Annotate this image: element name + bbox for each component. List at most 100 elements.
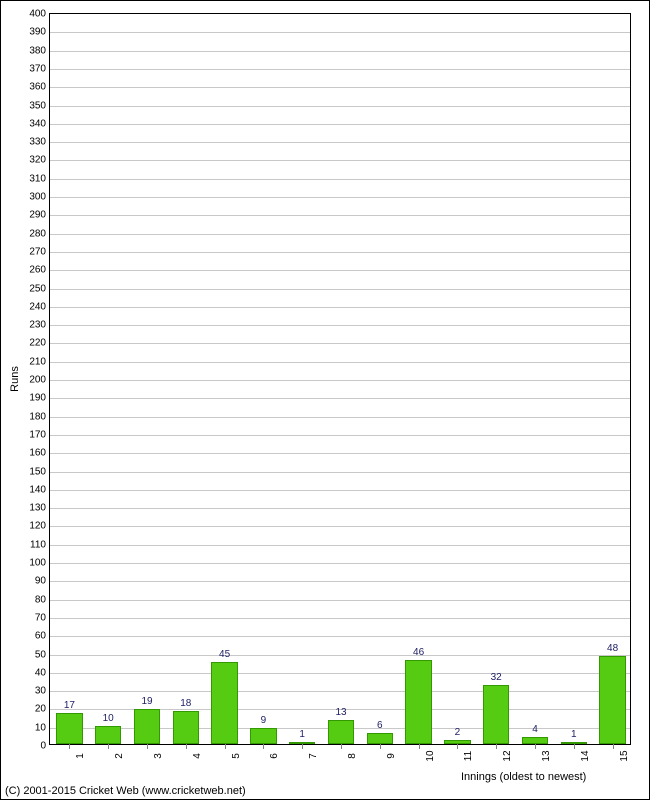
- y-tick-label: 200: [29, 375, 50, 386]
- bar: [444, 740, 470, 744]
- x-tick-mark: [613, 744, 614, 749]
- bar: [483, 685, 509, 744]
- gridline: [50, 270, 630, 271]
- x-tick-label: 15: [613, 750, 630, 761]
- y-tick-label: 220: [29, 338, 50, 349]
- bar: [289, 742, 315, 744]
- y-tick-label: 320: [29, 155, 50, 166]
- x-tick-label: 7: [302, 753, 319, 759]
- x-tick-label: 1: [69, 753, 86, 759]
- y-tick-label: 370: [29, 63, 50, 74]
- gridline: [50, 435, 630, 436]
- x-tick-label: 11: [457, 751, 474, 761]
- y-tick-label: 210: [29, 356, 50, 367]
- gridline: [50, 160, 630, 161]
- gridline: [50, 453, 630, 454]
- gridline: [50, 32, 630, 33]
- x-tick-label: 12: [496, 750, 513, 761]
- x-tick-label: 6: [263, 753, 280, 759]
- bar-value-label: 1: [571, 729, 577, 740]
- y-tick-label: 20: [35, 704, 50, 715]
- bar: [328, 720, 354, 744]
- y-tick-label: 280: [29, 228, 50, 239]
- x-tick-mark: [419, 744, 420, 749]
- gridline: [50, 490, 630, 491]
- bar: [367, 733, 393, 744]
- x-tick-label: 13: [535, 750, 552, 761]
- x-tick-label: 4: [186, 753, 203, 759]
- x-tick-label: 9: [380, 753, 397, 759]
- y-tick-label: 350: [29, 100, 50, 111]
- x-tick-label: 2: [108, 753, 125, 759]
- y-tick-label: 190: [29, 393, 50, 404]
- gridline: [50, 380, 630, 381]
- gridline: [50, 307, 630, 308]
- bar: [599, 656, 625, 744]
- y-tick-label: 120: [29, 521, 50, 532]
- y-tick-label: 60: [35, 631, 50, 642]
- bar-value-label: 46: [413, 647, 424, 658]
- gridline: [50, 673, 630, 674]
- x-axis-title: Innings (oldest to newest): [461, 771, 586, 783]
- y-tick-label: 270: [29, 246, 50, 257]
- gridline: [50, 106, 630, 107]
- x-tick-mark: [496, 744, 497, 749]
- plot-area: 0102030405060708090100110120130140150160…: [49, 13, 631, 745]
- y-tick-label: 160: [29, 448, 50, 459]
- bar-value-label: 9: [261, 715, 267, 726]
- x-tick-mark: [457, 744, 458, 749]
- bar: [211, 662, 237, 744]
- x-tick-mark: [263, 744, 264, 749]
- y-tick-label: 230: [29, 320, 50, 331]
- bar-value-label: 18: [180, 698, 191, 709]
- bar-value-label: 13: [335, 707, 346, 718]
- bar-value-label: 19: [141, 696, 152, 707]
- gridline: [50, 581, 630, 582]
- y-tick-label: 310: [29, 173, 50, 184]
- x-tick-mark: [341, 744, 342, 749]
- gridline: [50, 600, 630, 601]
- y-tick-label: 150: [29, 466, 50, 477]
- y-tick-label: 170: [29, 429, 50, 440]
- gridline: [50, 655, 630, 656]
- y-tick-label: 80: [35, 594, 50, 605]
- bar: [134, 709, 160, 744]
- gridline: [50, 343, 630, 344]
- y-tick-label: 360: [29, 82, 50, 93]
- x-tick-mark: [535, 744, 536, 749]
- gridline: [50, 508, 630, 509]
- x-tick-label: 5: [225, 753, 242, 759]
- gridline: [50, 398, 630, 399]
- y-tick-label: 110: [30, 539, 50, 550]
- x-tick-label: 3: [147, 753, 164, 759]
- gridline: [50, 142, 630, 143]
- gridline: [50, 51, 630, 52]
- bar: [561, 742, 587, 744]
- y-tick-label: 0: [40, 741, 50, 752]
- gridline: [50, 234, 630, 235]
- y-tick-label: 240: [29, 301, 50, 312]
- y-tick-label: 140: [29, 484, 50, 495]
- y-tick-label: 330: [29, 137, 50, 148]
- gridline: [50, 252, 630, 253]
- y-tick-label: 390: [29, 27, 50, 38]
- y-tick-label: 10: [35, 722, 50, 733]
- y-tick-label: 380: [29, 45, 50, 56]
- bar: [95, 726, 121, 744]
- gridline: [50, 545, 630, 546]
- y-axis-title: Runs: [9, 366, 21, 392]
- bar-value-label: 2: [455, 727, 461, 738]
- gridline: [50, 563, 630, 564]
- bar: [405, 660, 431, 744]
- copyright-text: (C) 2001-2015 Cricket Web (www.cricketwe…: [5, 785, 246, 797]
- gridline: [50, 289, 630, 290]
- x-tick-mark: [69, 744, 70, 749]
- bar: [250, 728, 276, 744]
- gridline: [50, 179, 630, 180]
- y-tick-label: 290: [29, 210, 50, 221]
- gridline: [50, 215, 630, 216]
- bar-value-label: 1: [299, 729, 305, 740]
- y-tick-label: 90: [35, 576, 50, 587]
- gridline: [50, 87, 630, 88]
- y-tick-label: 400: [29, 9, 50, 20]
